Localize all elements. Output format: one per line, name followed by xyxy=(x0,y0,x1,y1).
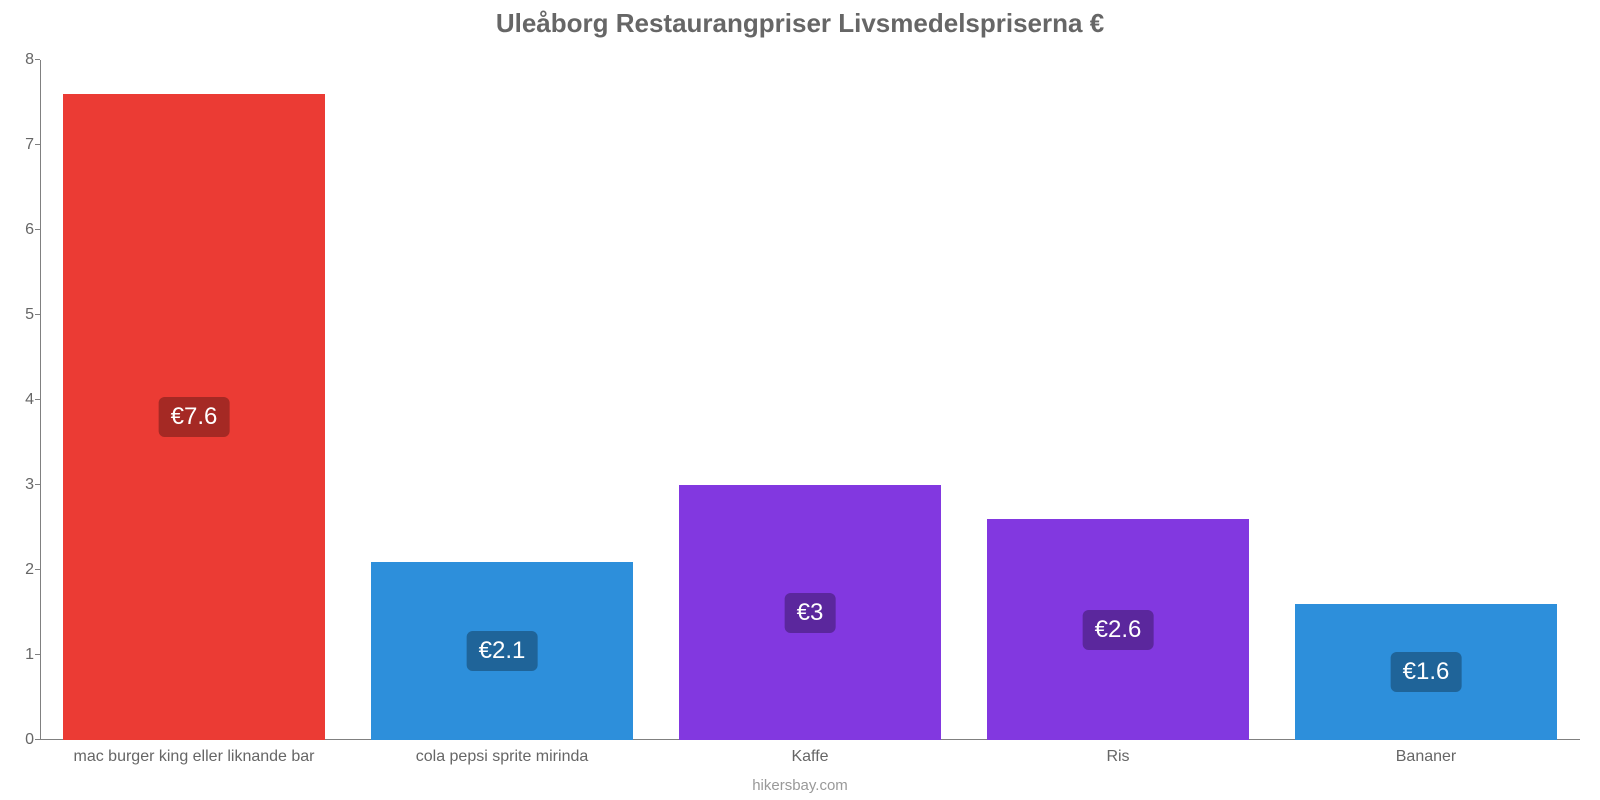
y-tick-mark xyxy=(35,314,40,315)
chart-credit: hikersbay.com xyxy=(0,777,1600,794)
bar-value-label: €3 xyxy=(785,593,836,633)
y-axis xyxy=(40,60,41,740)
category-label: Kaffe xyxy=(791,748,828,766)
y-tick-mark xyxy=(35,739,40,740)
category-label: mac burger king eller liknande bar xyxy=(73,748,314,766)
bar-value-label: €2.1 xyxy=(467,631,538,671)
y-tick-label: 6 xyxy=(4,221,34,239)
bar-value-label: €2.6 xyxy=(1083,610,1154,650)
y-tick-label: 2 xyxy=(4,561,34,579)
bar: €1.6 xyxy=(1295,604,1557,740)
bar: €2.1 xyxy=(371,562,633,741)
plot-area: 012345678€7.6mac burger king eller likna… xyxy=(40,60,1580,740)
y-tick-mark xyxy=(35,399,40,400)
y-tick-label: 7 xyxy=(4,136,34,154)
category-label: Ris xyxy=(1106,748,1129,766)
y-tick-label: 0 xyxy=(4,731,34,749)
y-tick-label: 1 xyxy=(4,646,34,664)
category-label: cola pepsi sprite mirinda xyxy=(416,748,589,766)
y-tick-label: 3 xyxy=(4,476,34,494)
y-tick-mark xyxy=(35,484,40,485)
y-tick-label: 5 xyxy=(4,306,34,324)
bar-value-label: €7.6 xyxy=(159,397,230,437)
y-tick-mark xyxy=(35,144,40,145)
y-tick-mark xyxy=(35,569,40,570)
y-tick-mark xyxy=(35,59,40,60)
chart-container: Uleåborg Restaurangpriser Livsmedelspris… xyxy=(0,0,1600,800)
y-tick-label: 8 xyxy=(4,51,34,69)
bar: €7.6 xyxy=(63,94,325,740)
y-tick-mark xyxy=(35,654,40,655)
y-tick-mark xyxy=(35,229,40,230)
bar-value-label: €1.6 xyxy=(1391,652,1462,692)
category-label: Bananer xyxy=(1396,748,1457,766)
y-tick-label: 4 xyxy=(4,391,34,409)
bar: €2.6 xyxy=(987,519,1249,740)
chart-title: Uleåborg Restaurangpriser Livsmedelspris… xyxy=(0,8,1600,39)
bar: €3 xyxy=(679,485,941,740)
